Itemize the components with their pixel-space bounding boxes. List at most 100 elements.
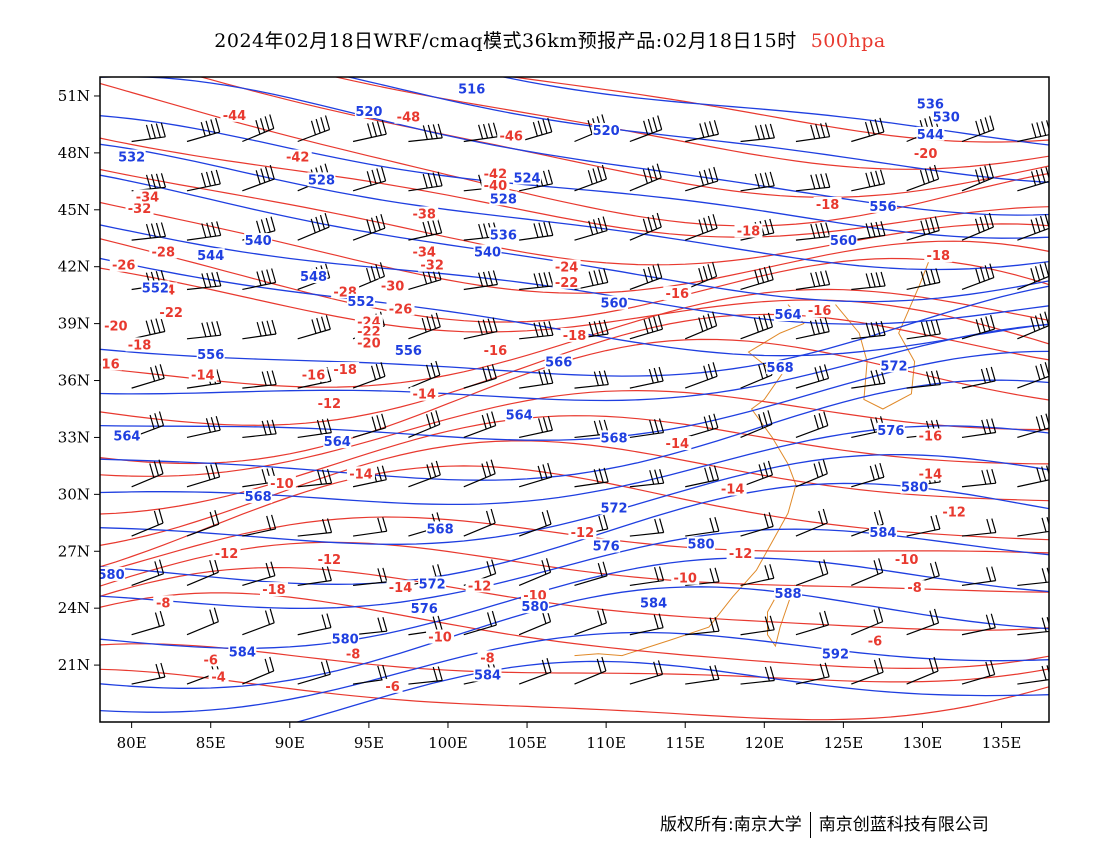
wind-barb bbox=[242, 319, 277, 340]
wind-barb bbox=[795, 270, 831, 291]
height-label-bg bbox=[687, 536, 716, 551]
height-contour-line bbox=[500, 77, 1049, 146]
wind-barb bbox=[961, 518, 997, 537]
wind-barb bbox=[906, 608, 940, 636]
temperature-label-bg bbox=[378, 278, 407, 293]
height-label: 552 bbox=[347, 295, 374, 310]
temperature-label-bg bbox=[315, 551, 344, 566]
height-contour-line bbox=[100, 631, 1049, 713]
wind-barb bbox=[352, 120, 387, 143]
height-label-bg bbox=[916, 126, 945, 141]
temperature-contour-line bbox=[509, 77, 1049, 143]
temperature-label: -14 bbox=[721, 483, 745, 498]
temperature-label: -22 bbox=[555, 276, 579, 291]
temperature-label: -4 bbox=[211, 670, 225, 685]
temperature-label: -10 bbox=[895, 553, 919, 568]
wind-barb bbox=[297, 115, 331, 143]
wind-barb bbox=[961, 212, 994, 241]
temperature-label: -34 bbox=[136, 190, 160, 205]
wind-barb bbox=[519, 321, 554, 340]
wind-barb bbox=[740, 265, 774, 291]
height-label: 580 bbox=[901, 481, 928, 496]
height-label-bg bbox=[354, 104, 383, 119]
height-label-bg bbox=[299, 269, 328, 284]
height-label: 564 bbox=[774, 308, 801, 323]
lon-tick-label: 115E bbox=[665, 734, 705, 752]
lat-tick-label: 24N bbox=[58, 599, 90, 617]
lat-tick-label: 21N bbox=[58, 656, 90, 674]
height-label: 580 bbox=[521, 600, 548, 615]
temperature-label-bg bbox=[343, 646, 364, 661]
height-label-bg bbox=[639, 595, 668, 610]
height-label-bg bbox=[868, 198, 897, 213]
temperature-label-bg bbox=[552, 259, 581, 274]
wind-barb bbox=[574, 216, 608, 241]
wind-barb bbox=[795, 662, 830, 685]
height-label: 572 bbox=[419, 577, 446, 592]
temperature-label-bg bbox=[465, 578, 494, 593]
temperature-label: -12 bbox=[571, 526, 595, 541]
height-contour-line bbox=[100, 557, 1049, 649]
lon-tick-label: 135E bbox=[982, 734, 1022, 752]
height-label: 576 bbox=[877, 424, 904, 439]
height-label: 560 bbox=[600, 297, 627, 312]
temperature-label: -22 bbox=[159, 306, 183, 321]
wind-barb bbox=[408, 218, 443, 241]
temperature-label-bg bbox=[200, 652, 221, 667]
height-label: 572 bbox=[600, 502, 627, 517]
temperature-label: -40 bbox=[484, 179, 508, 194]
temperature-label: -18 bbox=[563, 329, 587, 344]
height-label-bg bbox=[900, 479, 929, 494]
height-label-bg bbox=[346, 293, 375, 308]
wind-barb bbox=[463, 364, 497, 389]
temperature-label-bg bbox=[101, 318, 130, 333]
temperature-label-bg bbox=[386, 580, 415, 595]
temperature-label: -10 bbox=[270, 477, 294, 492]
temperature-label: -48 bbox=[397, 111, 421, 126]
temperature-label: -20 bbox=[914, 147, 938, 162]
temperature-contour-line bbox=[333, 77, 1049, 170]
temperature-label-bg bbox=[892, 551, 921, 566]
height-label-bg bbox=[473, 244, 502, 259]
temperature-label-bg bbox=[568, 525, 597, 540]
height-label: 576 bbox=[593, 539, 620, 554]
temperature-label: -18 bbox=[737, 225, 761, 240]
height-label: 566 bbox=[545, 355, 572, 370]
map-plot-area: -44 -48-46-42-42-40-20-32-34-38-18-18-28-… bbox=[100, 77, 1049, 722]
wind-barb bbox=[131, 173, 167, 192]
height-label: 536 bbox=[490, 228, 517, 243]
wind-barb bbox=[906, 268, 941, 291]
wind-barb bbox=[961, 263, 995, 291]
height-label-bg bbox=[821, 646, 850, 661]
wind-barb bbox=[961, 163, 994, 192]
temperature-label: -16 bbox=[666, 287, 690, 302]
coastline-layer bbox=[574, 257, 931, 657]
height-label: 584 bbox=[869, 526, 896, 541]
lat-tick-label: 33N bbox=[58, 428, 90, 446]
wind-barb bbox=[629, 518, 665, 537]
height-label-bg bbox=[592, 123, 621, 138]
height-label: 560 bbox=[830, 234, 857, 249]
temperature-contour-line bbox=[100, 668, 1049, 721]
wind-barb bbox=[685, 120, 720, 143]
wind-barb bbox=[408, 171, 443, 192]
lat-tick-label: 48N bbox=[58, 144, 90, 162]
wind-barb bbox=[795, 411, 829, 439]
wind-barb bbox=[740, 123, 775, 143]
temperature-label-bg bbox=[916, 428, 945, 443]
height-label-bg bbox=[141, 280, 170, 295]
temperature-label: -26 bbox=[112, 259, 136, 274]
wind-barb bbox=[518, 558, 552, 586]
temperature-label: -14 bbox=[349, 467, 373, 482]
wind-barb bbox=[463, 270, 498, 291]
temperature-label: -12 bbox=[215, 547, 239, 562]
wind-barb bbox=[961, 314, 996, 340]
wind-barb bbox=[519, 271, 554, 291]
height-label-bg bbox=[244, 489, 273, 504]
wind-barb bbox=[851, 117, 885, 143]
wind-barb bbox=[1017, 362, 1049, 389]
lon-tick-label: 110E bbox=[586, 734, 626, 752]
wind-barb bbox=[629, 366, 664, 389]
temperature-label-bg bbox=[410, 206, 439, 221]
wind-barb bbox=[851, 321, 886, 340]
